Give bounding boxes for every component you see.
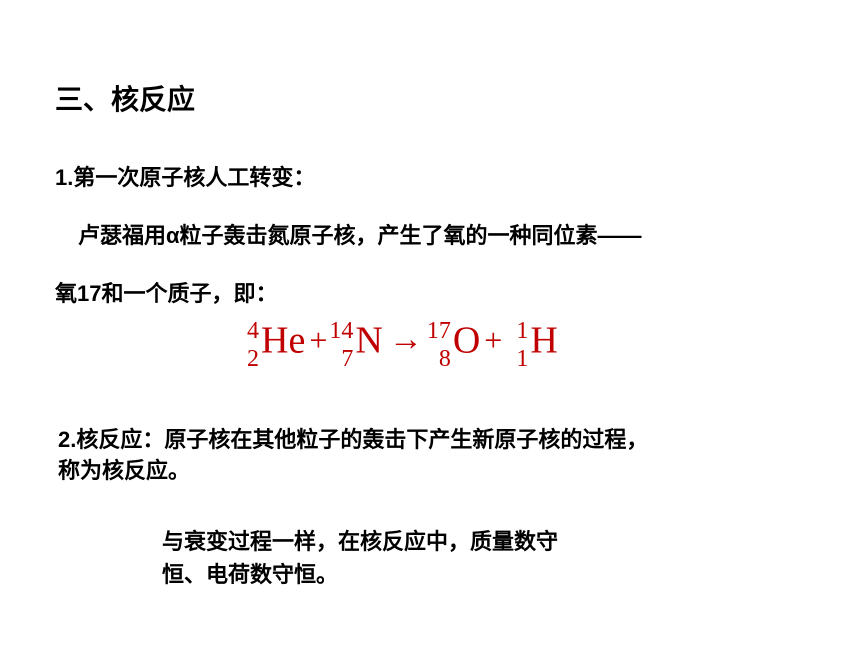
subsection-2-line-1: 2.核反应：原子核在其他粒子的轰击下产生新原子核的过程， [58,425,648,456]
nuclide-n: 14 7 N [331,315,382,362]
subsection-1-heading: 1.第一次原子核人工转变： [55,160,315,192]
mass-number: 14 [329,318,353,345]
nuclide-he: 4 2 He [237,315,305,362]
subsection-2: 2.核反应：原子核在其他粒子的轰击下产生新原子核的过程， 称为核反应。 [58,425,648,487]
atomic-number: 1 [516,346,528,373]
element-symbol: H [530,319,557,361]
element-symbol: He [261,319,305,361]
mass-number: 1 [516,318,528,345]
plus-operator: + [309,322,327,358]
description-line-2: 氧17和一个质子，即： [55,276,277,308]
nuclear-equation: 4 2 He + 14 7 N → 17 8 O + 1 1 H [235,315,560,362]
atomic-number: 8 [439,346,451,373]
conservation-line-2: 恒、电荷数守恒。 [162,558,558,591]
element-symbol: N [355,319,382,361]
conservation-note: 与衰变过程一样，在核反应中，质量数守 恒、电荷数守恒。 [162,525,558,591]
description-line-1: 卢瑟福用α粒子轰击氮原子核，产生了氧的一种同位素—— [78,218,642,250]
plus-operator: + [484,322,502,358]
element-symbol: O [453,319,480,361]
atomic-number: 2 [247,346,259,373]
mass-number: 4 [247,318,259,345]
section-title: 三、核反应 [55,78,195,118]
subsection-2-line-2: 称为核反应。 [58,456,648,487]
atomic-number: 7 [341,346,353,373]
nuclide-o: 17 8 O [429,315,480,362]
reaction-arrow: → [389,321,423,358]
conservation-line-1: 与衰变过程一样，在核反应中，质量数守 [162,525,558,558]
mass-number: 17 [427,318,451,345]
nuclide-h: 1 1 H [506,315,557,362]
